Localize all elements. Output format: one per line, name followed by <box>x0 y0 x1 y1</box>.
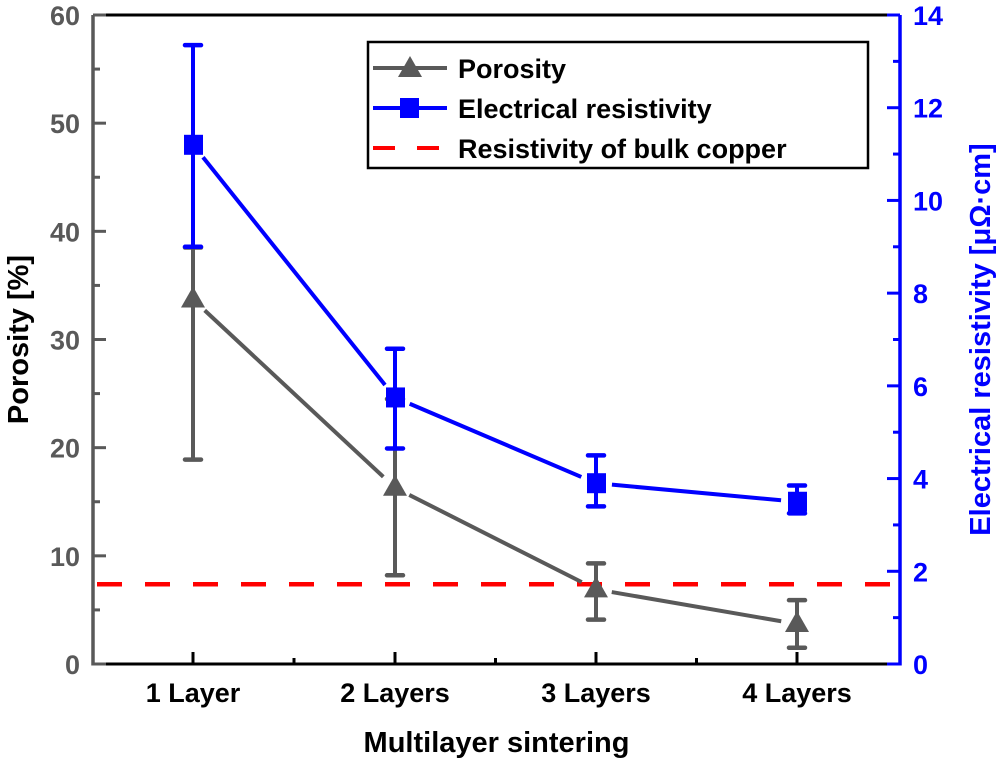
triangle-marker-icon <box>383 474 407 496</box>
legend: Porosity Electrical resistivity Resistiv… <box>366 40 870 170</box>
square-marker-icon <box>788 491 807 512</box>
x-tick-label: 4 Layers <box>742 678 852 708</box>
legend-label: Porosity <box>458 54 566 84</box>
series-line-segment <box>611 482 782 503</box>
right-tick-label: 10 <box>913 186 943 216</box>
legend-item-porosity: Porosity <box>373 54 566 84</box>
triangle-marker-icon <box>584 576 608 598</box>
left-y-axis-title: Porosity [%] <box>3 255 35 424</box>
triangle-marker-icon <box>398 56 422 77</box>
left-tick-label: 10 <box>50 542 80 572</box>
square-marker-icon <box>400 98 419 118</box>
series-electrical-resistivity <box>182 42 808 516</box>
right-tick-label: 0 <box>913 650 928 680</box>
series-porosity <box>181 245 809 651</box>
x-tick-label: 3 Layers <box>541 678 651 708</box>
left-tick-label: 20 <box>50 434 80 464</box>
right-tick-label: 4 <box>913 465 928 495</box>
right-tick-label: 8 <box>913 279 928 309</box>
square-marker-icon <box>386 387 405 408</box>
series-line-segment <box>611 590 782 624</box>
left-tick-label: 60 <box>50 1 80 31</box>
triangle-marker-icon <box>785 610 809 632</box>
left-tick-label: 0 <box>65 650 80 680</box>
legend-label: Electrical resistivity <box>458 94 712 124</box>
x-axis-title: Multilayer sintering <box>364 727 630 759</box>
x-tick-label: 1 Layer <box>146 678 241 708</box>
series-line-segment <box>408 493 583 584</box>
right-tick-label: 14 <box>913 1 943 31</box>
series-line-segment <box>408 401 583 479</box>
legend-box <box>366 40 870 170</box>
left-tick-label: 50 <box>50 109 80 139</box>
legend-item-electrical-resistivity: Electrical resistivity <box>373 94 712 124</box>
series-line-segment <box>201 156 387 387</box>
axes: 0 10 20 30 40 50 60 0 2 4 6 8 10 12 14 1 Layer 2 Layers 3… <box>3 1 997 759</box>
series-line-segment <box>203 308 385 479</box>
plot-area <box>97 42 896 651</box>
legend-item-bulk-copper: Resistivity of bulk copper <box>373 134 787 164</box>
right-tick-label: 6 <box>913 372 928 402</box>
left-tick-label: 40 <box>50 217 80 247</box>
legend-label: Resistivity of bulk copper <box>458 134 787 164</box>
square-marker-icon <box>184 134 203 155</box>
x-tick-label: 2 Layers <box>340 678 450 708</box>
triangle-marker-icon <box>181 286 205 308</box>
square-marker-icon <box>587 473 606 494</box>
right-tick-label: 12 <box>913 94 943 124</box>
right-tick-label: 2 <box>913 557 928 587</box>
left-tick-label: 30 <box>50 326 80 356</box>
right-y-axis-title: Electrical resistivity [μΩ·cm] <box>965 143 997 535</box>
